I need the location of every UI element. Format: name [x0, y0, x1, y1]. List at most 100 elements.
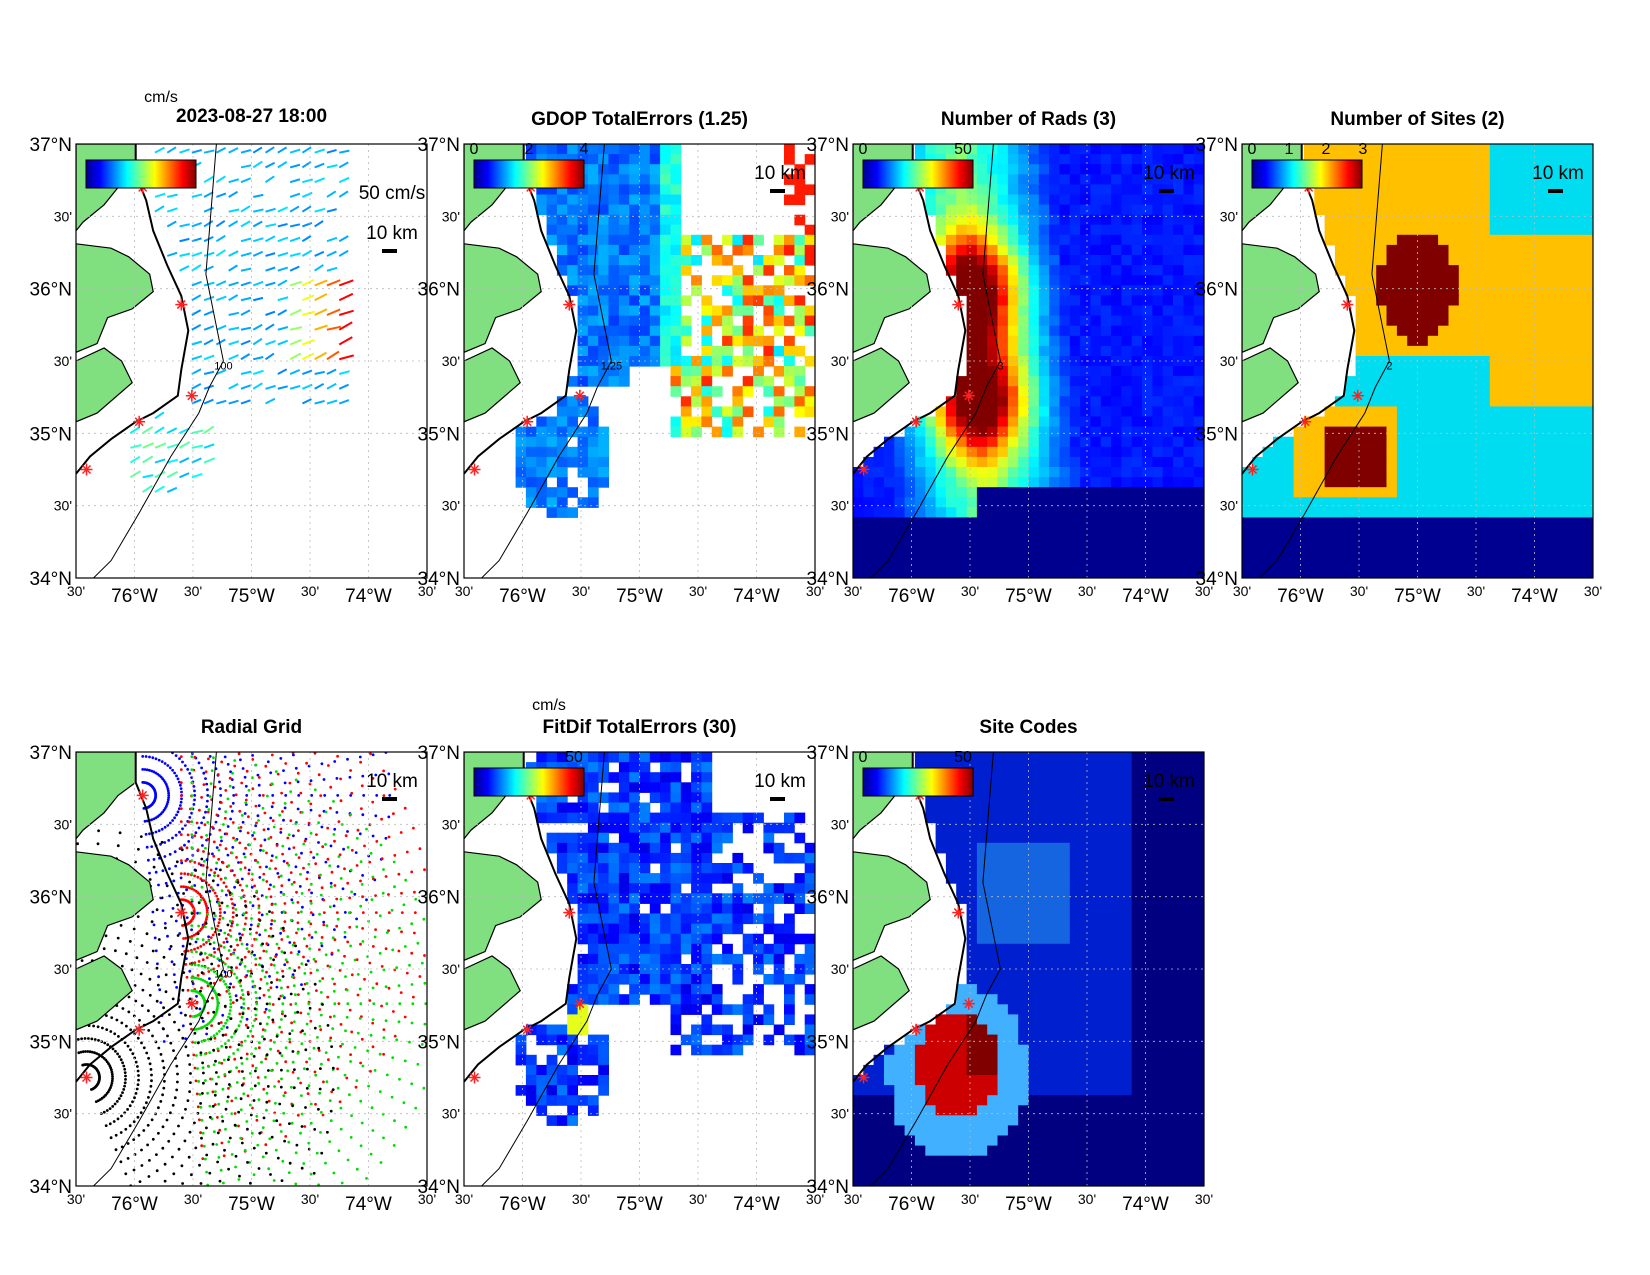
data-cell: [1028, 174, 1040, 185]
radial-grid-point: [392, 1010, 395, 1013]
data-cell: [1069, 325, 1081, 337]
data-cell: [577, 184, 589, 195]
data-cell: [945, 406, 957, 417]
radial-grid-point: [300, 810, 304, 814]
data-cell: [956, 517, 967, 528]
data-cell: [1417, 345, 1429, 357]
radial-grid-point: [199, 877, 203, 881]
lon-tick-label: 76°W: [499, 586, 546, 607]
radial-grid-point: [206, 810, 210, 814]
radial-grid-point: [244, 846, 248, 850]
data-cell: [1049, 325, 1060, 337]
data-cell: [1386, 325, 1398, 337]
radial-grid-point: [286, 935, 290, 938]
data-cell: [853, 477, 864, 488]
data-cell: [1059, 396, 1071, 407]
data-cell: [536, 497, 548, 508]
data-cell: [598, 305, 609, 317]
data-cell: [935, 224, 947, 236]
data-cell: [1386, 487, 1398, 498]
data-cell: [1142, 487, 1153, 498]
data-cell: [753, 325, 764, 337]
data-cell: [1080, 547, 1091, 559]
radial-grid-point: [301, 905, 304, 909]
radial-grid-point: [202, 850, 205, 853]
data-cell: [1293, 467, 1305, 478]
data-cell: [773, 325, 785, 337]
data-cell: [1438, 214, 1449, 226]
data-cell: [997, 275, 1009, 286]
data-cell: [701, 376, 713, 387]
data-cell: [1562, 406, 1573, 417]
data-cell: [546, 194, 558, 206]
current-vector: [203, 251, 215, 257]
data-cell: [742, 356, 754, 367]
data-cell: [1069, 244, 1081, 256]
data-cell: [1007, 244, 1019, 256]
data-cell: [1541, 406, 1553, 417]
data-cell: [997, 477, 1009, 488]
radial-grid-point: [267, 988, 270, 992]
data-cell: [649, 224, 661, 236]
data-cell: [546, 154, 558, 165]
data-cell: [1193, 467, 1204, 478]
data-cell: [1131, 426, 1143, 438]
data-cell: [1562, 396, 1573, 407]
data-cell: [608, 335, 620, 347]
radial-grid-point: [380, 857, 384, 861]
radial-grid-point: [271, 801, 275, 805]
radial-grid-point: [196, 946, 200, 950]
data-cell: [976, 164, 988, 175]
radial-grid-point: [214, 914, 217, 918]
radial-grid-point: [201, 1157, 205, 1160]
data-cell: [884, 436, 895, 448]
radial-grid-point: [371, 1018, 375, 1021]
data-cell: [1479, 244, 1491, 256]
current-vector: [240, 177, 252, 184]
site-marker-stroke: [1342, 300, 1352, 310]
data-cell: [598, 325, 609, 337]
radial-grid-point: [150, 769, 154, 773]
data-cell: [1252, 507, 1264, 518]
radial-grid-point: [255, 1118, 259, 1122]
radial-grid-point: [339, 877, 343, 880]
data-cell: [587, 184, 599, 195]
data-cell: [1489, 487, 1501, 498]
data-cell: [1162, 567, 1174, 578]
radial-grid-point: [186, 886, 190, 889]
data-cell: [1458, 416, 1470, 428]
data-cell: [1562, 305, 1573, 317]
data-cell: [1242, 557, 1253, 569]
radial-grid-point: [324, 843, 327, 846]
lon-tick-label: 30': [418, 583, 436, 599]
data-cell: [1396, 184, 1408, 195]
data-cell: [1500, 477, 1511, 488]
data-cell: [1121, 184, 1133, 195]
data-cell: [1142, 426, 1153, 438]
radial-grid-point: [269, 836, 273, 839]
site-marker: [1341, 298, 1354, 311]
data-cell: [1541, 527, 1553, 539]
data-cell: [1121, 224, 1133, 236]
data-cell: [1376, 456, 1387, 468]
radial-grid-point: [339, 799, 343, 803]
data-cell: [1500, 144, 1511, 155]
data-cell: [987, 487, 998, 498]
site-marker-stroke: [564, 300, 574, 310]
data-cell: [1396, 497, 1408, 508]
data-cell: [546, 224, 558, 236]
data-cell: [904, 557, 916, 569]
data-cell: [680, 244, 692, 256]
data-cell: [1183, 436, 1195, 448]
radial-grid-point: [185, 916, 189, 919]
site-marker: [910, 415, 923, 428]
radial-grid-point: [242, 912, 246, 916]
data-cell: [1314, 416, 1326, 428]
radial-grid-point: [346, 757, 349, 761]
data-cell: [1541, 345, 1553, 357]
radial-grid-point: [416, 1062, 420, 1066]
data-cell: [784, 265, 795, 276]
radial-grid-point: [264, 1007, 268, 1011]
radial-grid-point: [210, 769, 214, 772]
data-cell: [1355, 507, 1367, 518]
